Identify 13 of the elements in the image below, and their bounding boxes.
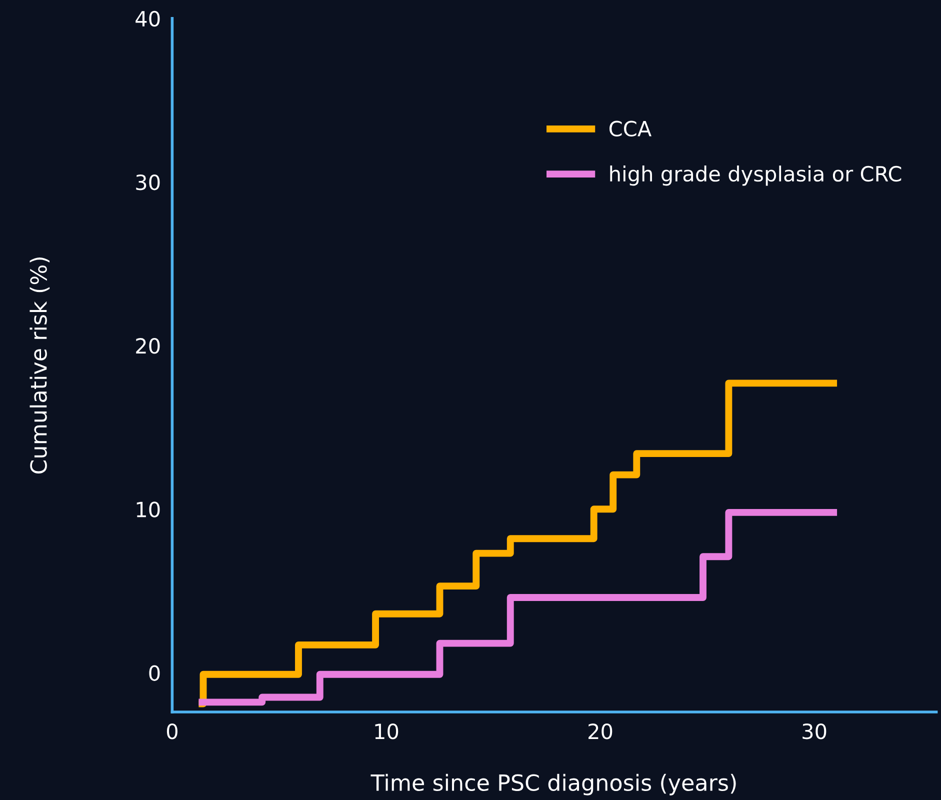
y-axis-title: Cumulative risk (%) [30,258,50,474]
x-tick-label: 0 [166,723,178,740]
x-tick-label: 10 [375,723,398,740]
y-tick-label: 20 [136,338,160,354]
y-tick-label: 40 [136,10,160,27]
x-axis-title: Time since PSC diagnosis (years) [370,774,736,796]
legend-label: CCA [609,120,652,137]
y-tick-label: 30 [136,174,160,190]
y-tick-label: 0 [149,665,160,681]
legend-label: high grade dysplasia or CRC [610,166,902,186]
y-tick-label: 10 [136,502,160,518]
x-tick-label: 20 [588,723,612,740]
x-tick-label: 30 [802,723,826,740]
